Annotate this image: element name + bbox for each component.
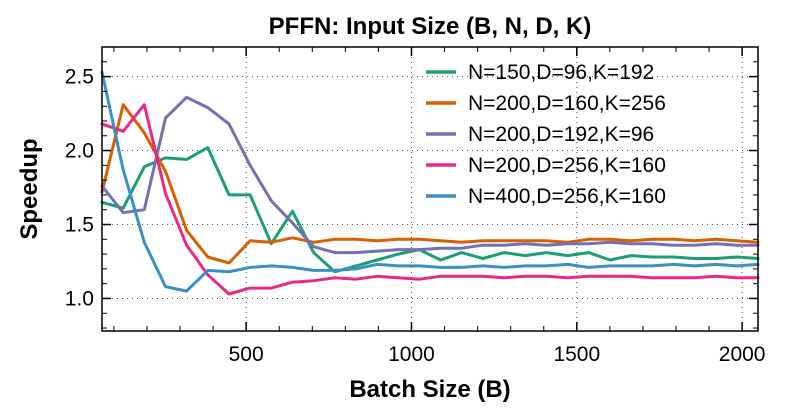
x-tick-label: 1000 [388, 343, 435, 366]
y-axis-label: Speedup [16, 138, 43, 239]
series-line-2 [100, 103, 760, 265]
series-line-3 [100, 95, 760, 255]
legend-label-5: N=400,D=256,K=160 [468, 185, 666, 208]
series-line-1 [100, 146, 760, 274]
y-tick-label: 2.5 [65, 66, 94, 89]
plot-frame [101, 46, 759, 332]
legend-label-4: N=200,D=256,K=160 [468, 154, 666, 177]
series-line-5 [100, 70, 760, 293]
legend-label-3: N=200,D=192,K=96 [468, 123, 654, 146]
x-tick-label: 2000 [719, 343, 766, 366]
x-tick-label: 1500 [553, 343, 600, 366]
legend-label-1: N=150,D=96,K=192 [468, 61, 654, 84]
x-axis-label: Batch Size (B) [349, 376, 510, 403]
x-tick-label: 500 [229, 343, 264, 366]
y-tick-label: 2.0 [65, 140, 94, 163]
axis-ticks: 500 1000 1500 2000 1.0 1.5 2.0 2.5 [65, 46, 766, 366]
chart-title: PFFN: Input Size (B, N, D, K) [269, 13, 592, 40]
y-tick-label: 1.5 [65, 214, 94, 237]
series-line-4 [100, 103, 760, 296]
y-tick-label: 1.0 [65, 287, 94, 310]
legend: N=150,D=96,K=192 N=200,D=160,K=256 N=200,D… [426, 61, 666, 208]
legend-label-2: N=200,D=160,K=256 [468, 92, 666, 115]
series-layer [100, 70, 760, 296]
